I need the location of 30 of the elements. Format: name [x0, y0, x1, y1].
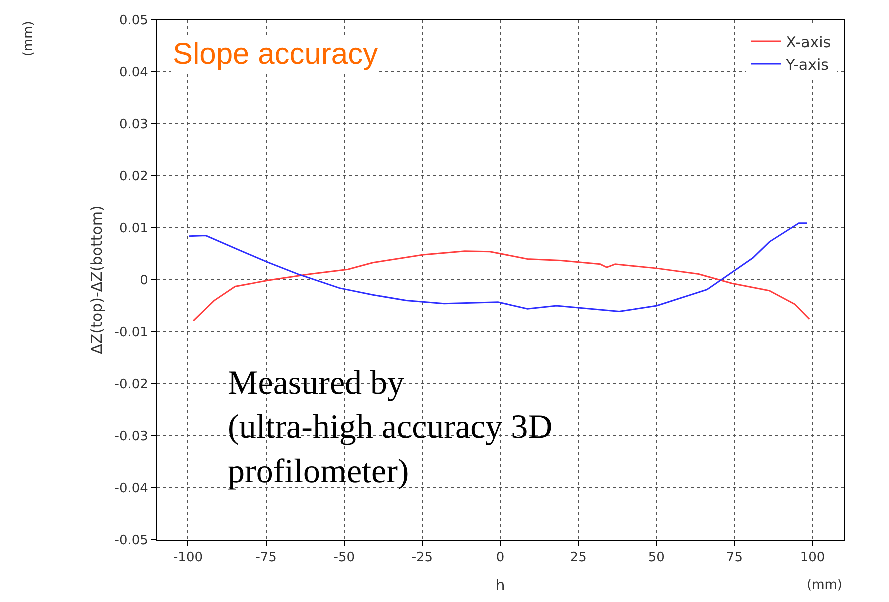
x-tick-label: 75 — [726, 550, 743, 566]
text: (mm) — [807, 578, 842, 593]
y-tick-label: -0.03 — [114, 430, 148, 445]
x-tick-label: -25 — [412, 550, 434, 566]
y-axis-title: ΔZ(top)-ΔZ(bottom) — [88, 206, 106, 354]
y-tick-label: 0.05 — [119, 14, 148, 29]
y-tick-label: 0.01 — [119, 222, 148, 237]
x-tick-label: -50 — [334, 550, 355, 566]
text: (mm) — [22, 21, 37, 57]
y-tick-label: 0.03 — [119, 118, 148, 133]
y-tick-label: 0.02 — [119, 170, 148, 185]
y-tick-label: 0 — [140, 274, 148, 289]
legend-label: Y-axis — [785, 56, 830, 74]
x-axis-title: h — [496, 576, 506, 595]
y-tick-label: -0.05 — [114, 534, 148, 549]
x-tick-label: 25 — [570, 550, 587, 566]
annotation: Measured by (ultra-high accuracy 3D profilometer) — [228, 365, 553, 490]
y-tick-label: -0.02 — [114, 378, 148, 393]
annotation: Slope accuracy — [173, 38, 378, 71]
y-tick-label: -0.01 — [114, 326, 148, 341]
y-tick-label: 0.04 — [119, 66, 148, 81]
x-tick-label: 50 — [648, 550, 665, 566]
x-tick-label: -75 — [256, 550, 277, 566]
x-tick-label: 100 — [800, 550, 826, 566]
line-series — [192, 250, 810, 322]
x-tick-label: 0 — [496, 550, 505, 566]
legend-label: X-axis — [786, 33, 832, 52]
line-series — [188, 222, 808, 312]
y-tick-label: -0.04 — [114, 482, 148, 497]
x-tick-label: -100 — [173, 550, 203, 566]
